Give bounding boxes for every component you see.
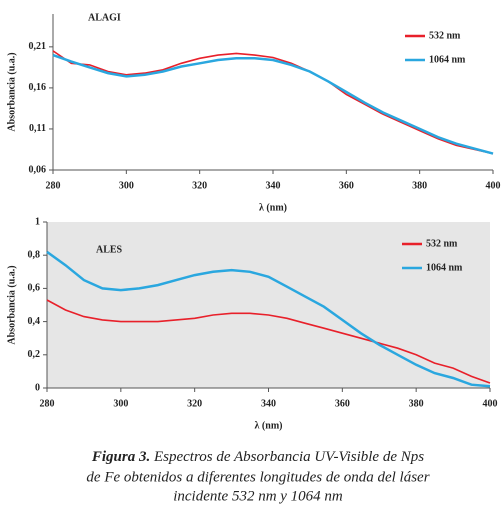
x-tick-label: 400 — [486, 180, 501, 191]
legend-label: 532 nm — [426, 238, 458, 249]
series-line — [52, 53, 494, 155]
y-tick-label: 0,11 — [29, 123, 46, 134]
legend-label: 1064 nm — [429, 54, 466, 65]
x-tick-label: 340 — [266, 180, 281, 191]
y-axis-title: Absorbancia (u.a.) — [6, 52, 17, 131]
caption-line: incidente 532 nm y 1064 nm — [173, 488, 343, 504]
caption-line: de Fe obtenidos a diferentes longitudes … — [86, 469, 429, 485]
x-tick-label: 340 — [261, 398, 276, 409]
x-axis-title: λ (nm) — [259, 202, 287, 213]
y-tick-label: 1 — [35, 216, 40, 227]
x-tick-label: 360 — [339, 180, 354, 191]
y-tick-label: 0,6 — [28, 283, 41, 294]
legend-label: 1064 nm — [426, 262, 463, 273]
y-tick-label: 0,16 — [29, 82, 47, 93]
caption-text: Espectros de Absorbancia UV-Visible de N… — [153, 449, 424, 465]
y-tick-label: 0,2 — [28, 349, 41, 360]
x-tick-label: 280 — [40, 398, 55, 409]
x-tick-label: 320 — [187, 398, 202, 409]
y-axis-title: Absorbancia (u.a.) — [6, 265, 17, 344]
y-tick-label: 0,4 — [28, 316, 41, 327]
x-tick-label: 360 — [335, 398, 350, 409]
series-line — [46, 299, 491, 384]
series-line — [52, 50, 494, 155]
plot-area — [53, 14, 493, 170]
annotation: ALES — [96, 244, 123, 255]
legend-label: 532 nm — [429, 30, 461, 41]
caption-line: Figura 3. Espectros de Absorbancia UV-Vi… — [91, 449, 424, 465]
x-tick-label: 320 — [192, 180, 207, 191]
x-axis-title: λ (nm) — [255, 420, 283, 431]
y-tick-label: 0,06 — [29, 164, 47, 175]
caption-label: Figura 3. — [91, 449, 150, 465]
x-tick-label: 380 — [412, 180, 427, 191]
x-tick-label: 280 — [46, 180, 61, 191]
x-tick-label: 300 — [119, 180, 134, 191]
x-tick-label: 300 — [113, 398, 128, 409]
annotation: ALAGI — [88, 12, 121, 23]
x-tick-label: 380 — [409, 398, 424, 409]
x-tick-label: 400 — [483, 398, 498, 409]
y-tick-label: 0,8 — [28, 249, 41, 260]
series-line — [46, 250, 491, 388]
y-tick-label: 0 — [35, 382, 40, 393]
y-tick-label: 0,21 — [29, 41, 47, 52]
plot-area — [47, 222, 490, 388]
